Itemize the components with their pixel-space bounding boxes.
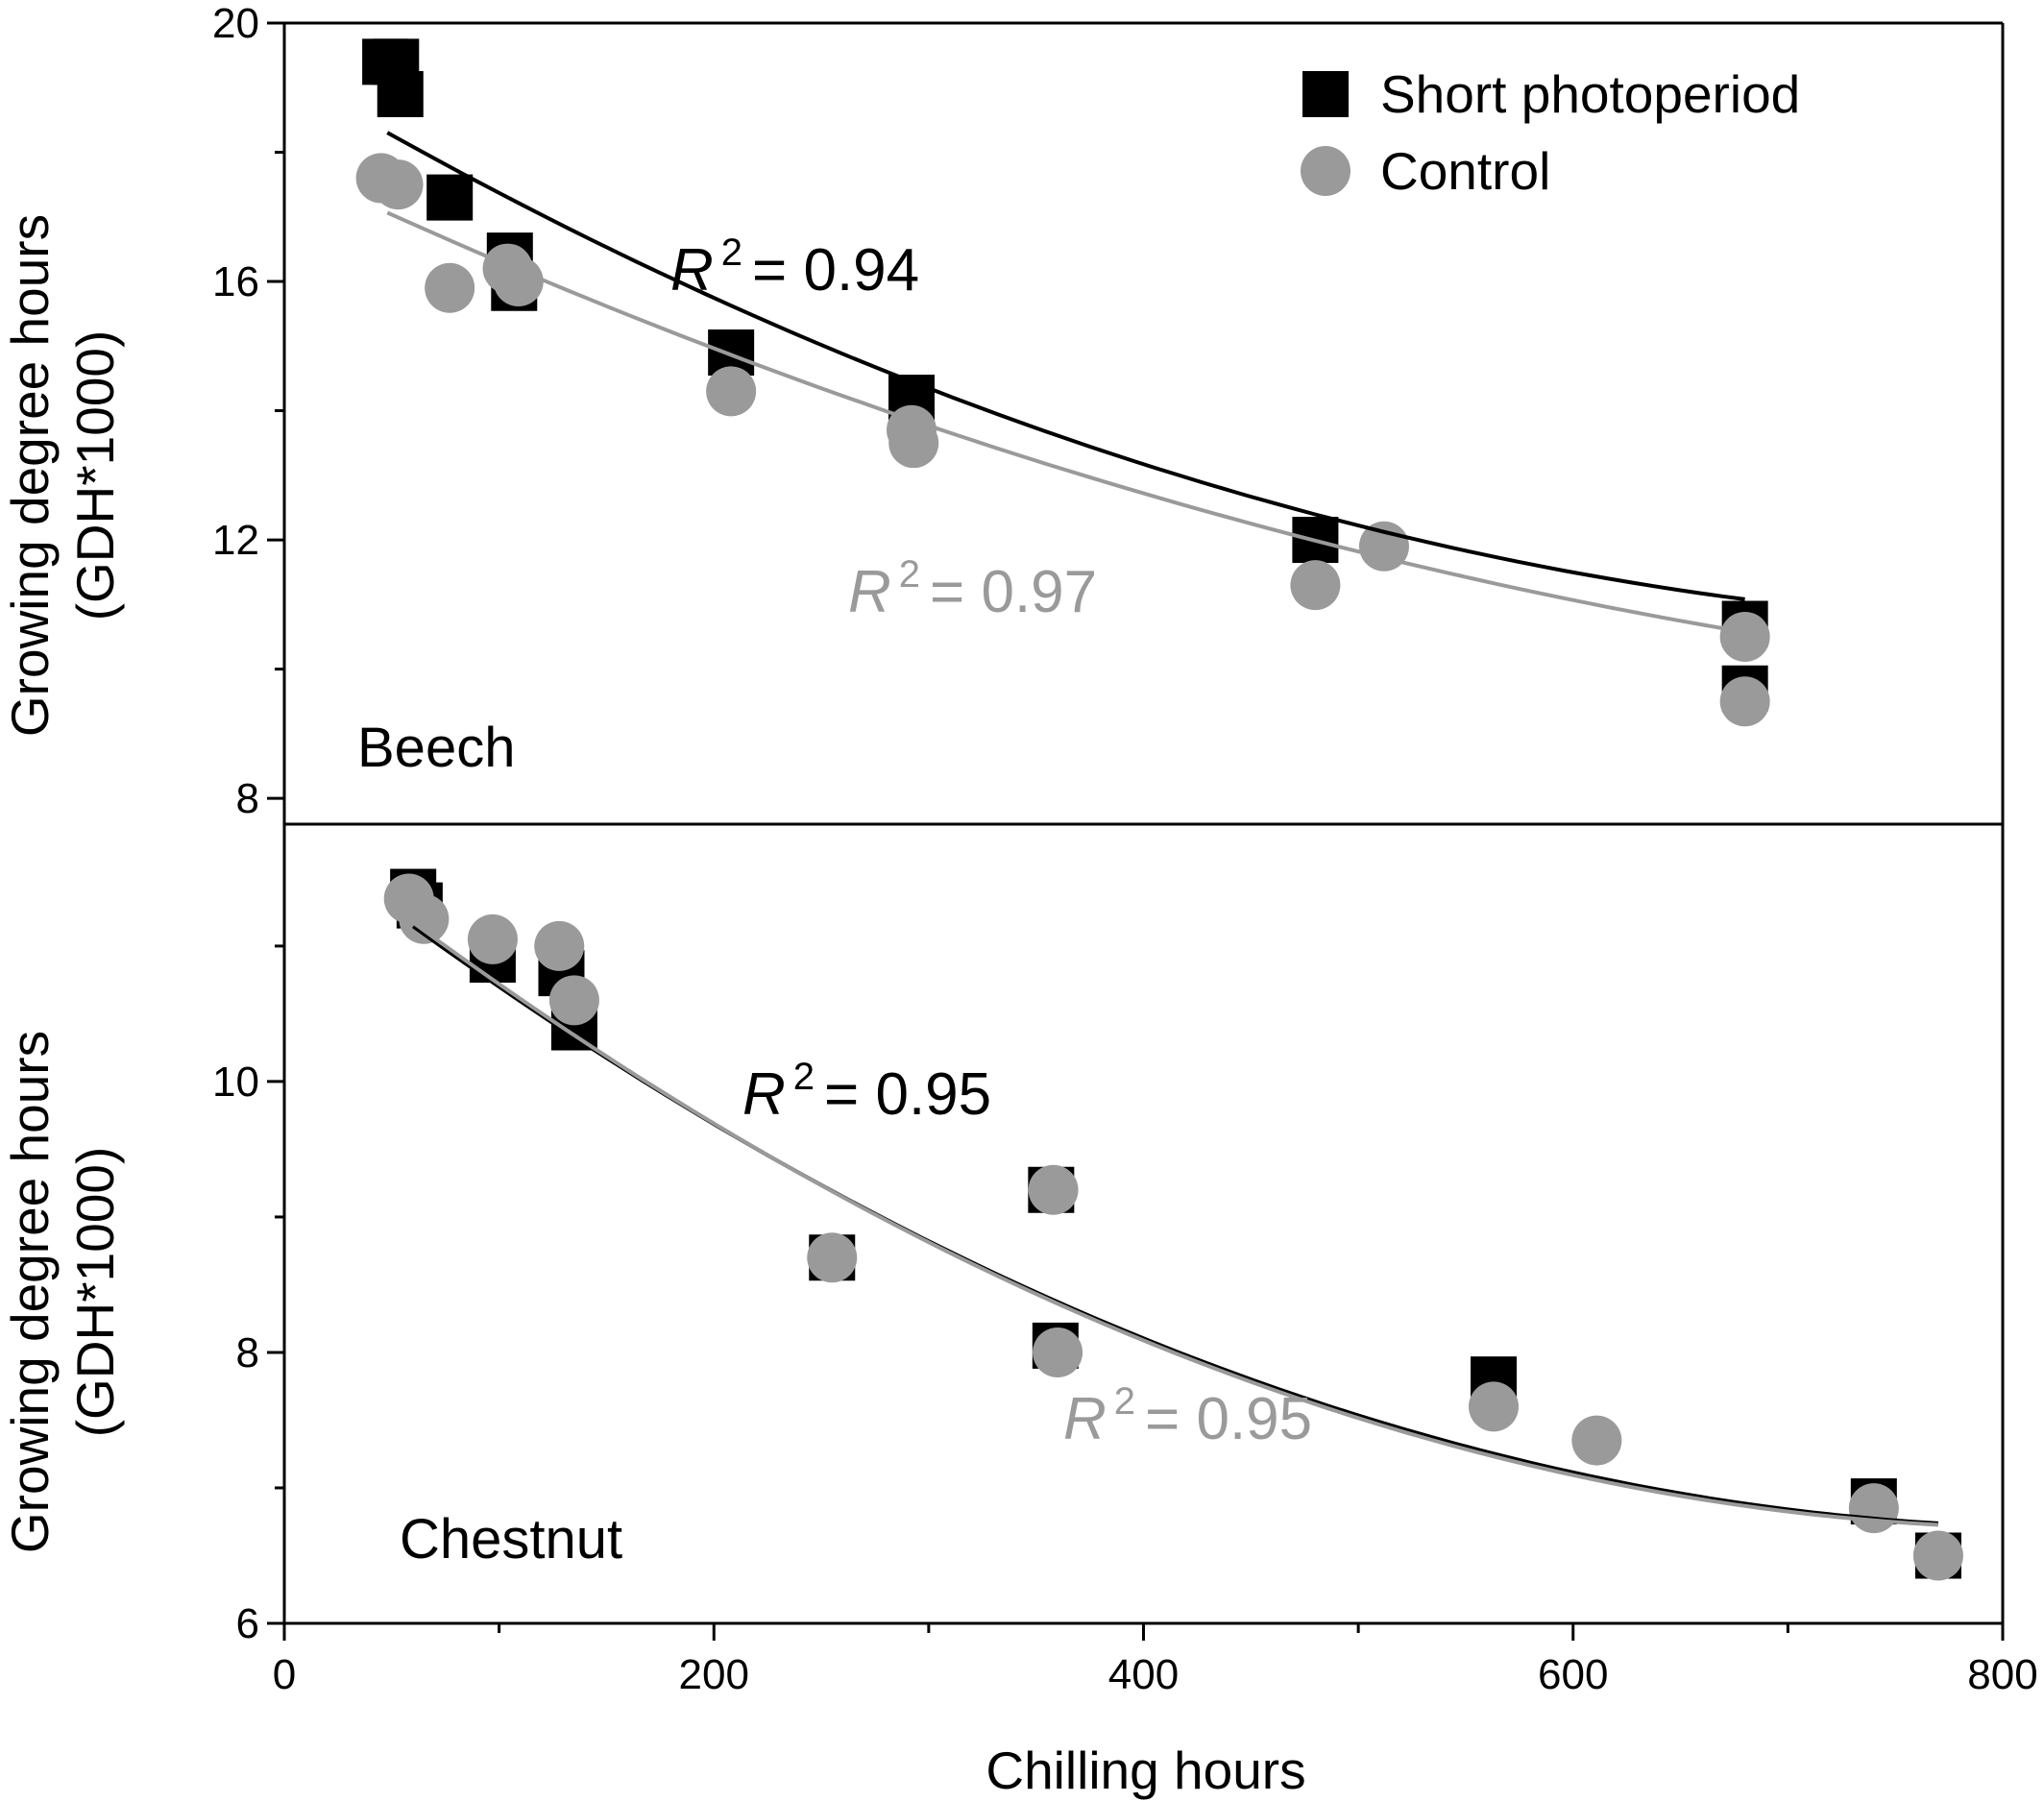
beech-circle-marker: [373, 159, 424, 210]
chestnut-circle-marker: [399, 893, 450, 944]
chestnut-y-tick-label: 6: [236, 1600, 259, 1647]
chestnut-circle-marker: [1469, 1381, 1520, 1432]
legend-label: Short photoperiod: [1380, 64, 1800, 124]
beech-panel-label: Beech: [357, 717, 515, 779]
beech-y-tick-label: 20: [212, 0, 259, 47]
beech-circle-marker: [493, 256, 544, 307]
x-tick-label: 800: [1967, 1651, 2037, 1698]
x-axis-title: Chilling hours: [986, 1741, 1305, 1800]
beech-r2-annotation-control: R 2 = 0.97: [848, 553, 1097, 625]
beech-series-control: [355, 153, 1770, 727]
beech-r2-annotation-short-photoperiod: R 2 = 0.94: [670, 231, 919, 304]
chestnut-circle-marker: [1028, 1164, 1079, 1215]
chestnut-circle-marker: [467, 913, 518, 964]
beech-y-tick-label: 8: [236, 775, 259, 822]
legend-label: Control: [1380, 141, 1550, 201]
beech-circle-marker: [888, 418, 939, 469]
beech-circle-marker: [706, 366, 757, 417]
chestnut-r2-annotation-short-photoperiod: R 2 = 0.95: [742, 1056, 991, 1128]
chestnut-panel: 6 8 10 0 200 400 600 800 Chestnut R 2 = 0.95 R 2 = 0.9…: [212, 824, 2038, 1698]
x-tick-label: 600: [1538, 1651, 1608, 1698]
beech-y-tick-label: 12: [212, 517, 259, 564]
beech-y-tick-label: 16: [212, 258, 259, 305]
beech-square-marker: [426, 174, 474, 221]
chestnut-circle-marker: [1848, 1483, 1899, 1534]
x-tick-label: 400: [1108, 1651, 1179, 1698]
chestnut-circle-marker: [807, 1232, 858, 1283]
chestnut-circle-marker: [1033, 1327, 1083, 1377]
x-tick-label: 200: [679, 1651, 749, 1698]
chestnut-series-control: [383, 873, 1963, 1581]
beech-fit-curve-control: [386, 210, 1745, 634]
beech-circle-marker: [1290, 560, 1341, 611]
beech-circle-marker: [425, 262, 475, 313]
beech-circle-marker: [1719, 611, 1770, 662]
chestnut-y-axis-title-line1: Growing degree hours: [0, 1031, 60, 1553]
beech-fit-curve-short-photoperiod: [386, 131, 1745, 601]
chestnut-circle-marker: [534, 920, 585, 971]
legend: Short photoperiod Control: [1301, 64, 1800, 201]
chestnut-circle-marker: [1571, 1415, 1622, 1466]
chestnut-y-tick-label: 10: [212, 1059, 259, 1106]
beech-panel: 8 12 16 20 Beech R 2 = 0.94 R 2 = 0.97 Short photop…: [212, 0, 2005, 826]
chestnut-y-tick-label: 8: [236, 1329, 259, 1376]
chestnut-fit-curve-control: [412, 920, 1939, 1527]
plot-panels: 8 12 16 20 Beech R 2 = 0.94 R 2 = 0.97 Short photop…: [212, 0, 2038, 1698]
beech-circle-marker: [1719, 676, 1770, 727]
legend-circle-marker: [1301, 146, 1350, 196]
beech-y-axis-title-line2: (GDH*1000): [65, 330, 125, 621]
chestnut-circle-marker: [548, 975, 599, 1026]
chestnut-circle-marker: [1912, 1530, 1963, 1581]
beech-square-marker: [377, 70, 424, 117]
chestnut-y-axis-title-line2: (GDH*1000): [65, 1147, 125, 1438]
beech-y-axis-title-line1: Growing degree hours: [0, 214, 60, 737]
x-tick-label: 0: [273, 1651, 296, 1698]
chestnut-r2-annotation-control: R 2 = 0.95: [1063, 1380, 1312, 1452]
chestnut-panel-label: Chestnut: [400, 1508, 622, 1571]
legend-square-marker: [1302, 71, 1349, 117]
chestnut-series-short-photoperiod: [390, 868, 1961, 1579]
